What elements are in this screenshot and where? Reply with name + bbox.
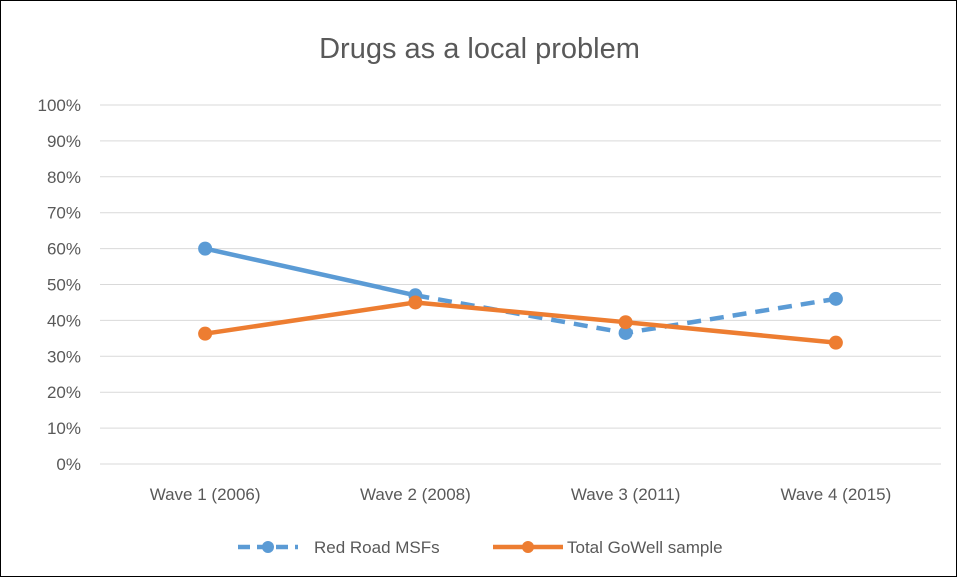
y-tick-label: 80% bbox=[47, 168, 81, 187]
data-point bbox=[618, 325, 633, 340]
legend-label: Total GoWell sample bbox=[567, 538, 723, 557]
data-point bbox=[828, 335, 843, 350]
data-point bbox=[828, 291, 843, 306]
y-tick-label: 10% bbox=[47, 419, 81, 438]
legend-swatch-marker bbox=[262, 541, 274, 553]
x-axis-ticks: Wave 1 (2006) Wave 2 (2008) Wave 3 (2011) W… bbox=[150, 485, 892, 504]
data-point bbox=[198, 241, 213, 256]
y-tick-label: 30% bbox=[47, 347, 81, 366]
legend-item: Red Road MSFs bbox=[238, 538, 440, 557]
x-tick-label: Wave 1 (2006) bbox=[150, 485, 261, 504]
legend-item: Total GoWell sample bbox=[493, 538, 723, 557]
x-tick-label: Wave 2 (2008) bbox=[360, 485, 471, 504]
y-tick-label: 20% bbox=[47, 383, 81, 402]
y-tick-label: 60% bbox=[47, 240, 81, 259]
series-line-solid bbox=[202, 246, 418, 298]
y-tick-label: 70% bbox=[47, 204, 81, 223]
data-point bbox=[408, 295, 423, 310]
series-total-gowell-sample bbox=[198, 295, 843, 350]
series-red-road-msfs bbox=[198, 241, 843, 340]
y-tick-label: 50% bbox=[47, 276, 81, 295]
y-tick-label: 40% bbox=[47, 311, 81, 330]
legend-label: Red Road MSFs bbox=[314, 538, 440, 557]
y-tick-label: 0% bbox=[56, 455, 81, 474]
legend: Red Road MSFs Total GoWell sample bbox=[238, 538, 723, 557]
series-layer bbox=[198, 241, 843, 350]
x-tick-label: Wave 3 (2011) bbox=[571, 485, 681, 504]
legend-swatch-marker bbox=[522, 541, 534, 553]
y-tick-label: 90% bbox=[47, 132, 81, 151]
y-tick-label: 100% bbox=[38, 96, 81, 115]
y-axis-ticks: 0% 10% 20% 30% 40% 50% 60% 70% 80% 90% 100% bbox=[38, 96, 81, 474]
data-point bbox=[198, 326, 213, 341]
x-tick-label: Wave 4 (2015) bbox=[780, 485, 891, 504]
gridlines bbox=[100, 104, 941, 465]
data-point bbox=[618, 315, 633, 330]
series-line bbox=[204, 300, 837, 345]
chart-title: Drugs as a local problem bbox=[319, 33, 640, 65]
